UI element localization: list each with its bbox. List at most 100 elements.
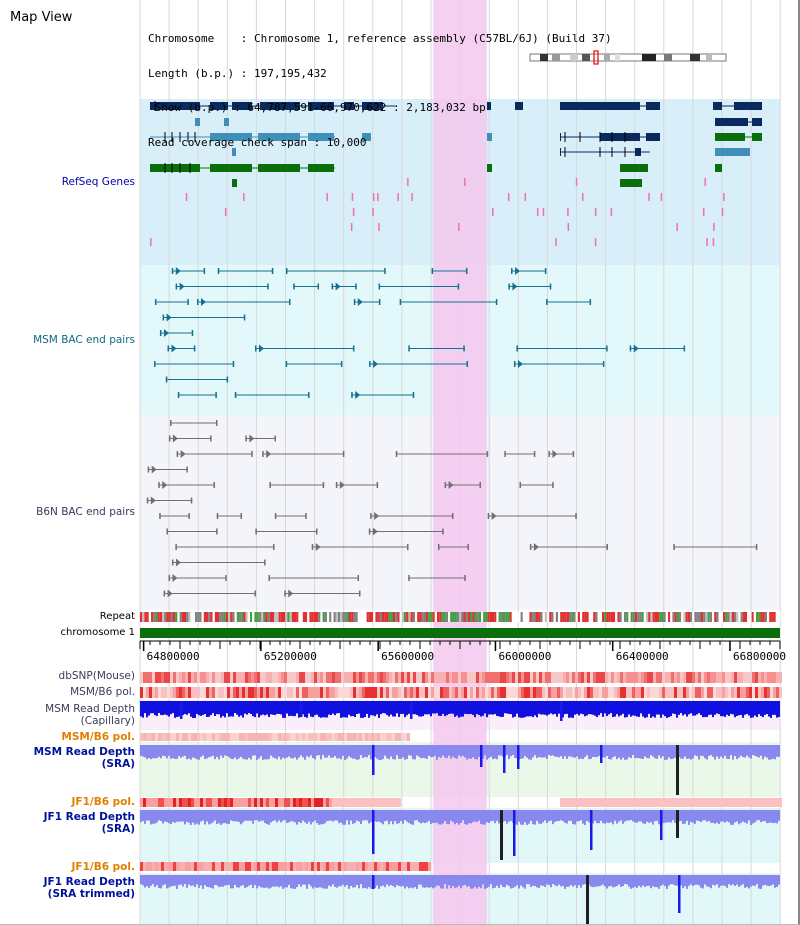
jf1-depth-trim [506, 875, 508, 885]
msm-depth-cap [416, 701, 418, 715]
jf1-depth-trim [344, 875, 346, 887]
jf1-pol-cell [191, 798, 194, 807]
repeat-element [753, 612, 756, 622]
track-label-msm-bac[interactable]: MSM BAC end pairs [33, 334, 135, 346]
jf1-pol-cell [281, 798, 284, 807]
jf1-depth-sra [200, 810, 202, 822]
msm-depth-cap [334, 701, 336, 716]
msm-depth-cap [490, 701, 492, 715]
jf1-depth-trim [606, 875, 608, 889]
jf1-depth-trim [300, 875, 302, 887]
repeat-element [538, 612, 541, 622]
repeat-element [278, 612, 281, 622]
msm-depth-cap [686, 701, 688, 717]
gene-exon [210, 164, 252, 172]
jf1-depth-sra [316, 810, 318, 824]
msm-depth-sra [508, 745, 510, 760]
repeat-element [577, 612, 580, 622]
repeat-element [360, 612, 363, 622]
jf1-depth-trim [662, 875, 664, 885]
dbsnp-cell [419, 672, 422, 683]
msm-depth-sra [304, 745, 306, 760]
jf1-depth-sra [288, 810, 290, 823]
msm-depth-cap [298, 701, 300, 718]
msm-bac-end [187, 299, 189, 305]
jf1-depth-trim [294, 875, 296, 889]
msm-pol-cell [404, 687, 407, 698]
msm-pol2-cell [362, 733, 365, 741]
jf1-depth-trim [302, 875, 304, 885]
jf1-pol-cell [614, 798, 617, 807]
track-label-b6n-bac[interactable]: B6N BAC end pairs [36, 506, 135, 518]
msm-pol2-cell [260, 733, 263, 741]
jf1-pol-cell [665, 798, 668, 807]
repeat-element [536, 612, 539, 622]
msm-depth-sra [398, 745, 400, 759]
jf1-depth-trim [280, 875, 282, 887]
msm-depth-cap [172, 701, 174, 714]
msm-pol-cell [248, 687, 251, 698]
b6n-bac-end [407, 544, 409, 550]
dbsnp-cell [212, 672, 215, 683]
jf1-depth-sra [592, 810, 594, 824]
b6n-bac-arrow [491, 512, 497, 520]
msm-depth-cap [640, 701, 642, 714]
jf1-depth-trim [148, 875, 150, 889]
msm-pol-cell [224, 687, 227, 698]
jf1-depth-sra [164, 810, 166, 822]
jf1-depth-sra [182, 810, 184, 822]
repeat-element [476, 612, 479, 622]
dbsnp-cell [209, 672, 212, 683]
msm-depth-cap [388, 701, 390, 717]
repeat-element [157, 612, 160, 622]
msm-pol-cell [578, 687, 581, 698]
msm-depth-sra [702, 745, 704, 757]
jf1-depth-sra [624, 810, 626, 822]
jf1-pol2-cell [320, 862, 323, 871]
b6n-bac-end [548, 451, 550, 457]
msm-pol-cell [296, 687, 299, 698]
msm-pol-cell [776, 687, 779, 698]
msm-pol-cell [695, 687, 698, 698]
msm-depth-sra-spike [517, 745, 520, 769]
b6n-bac-end [316, 528, 318, 535]
jf1-depth-trim [700, 875, 702, 888]
b6n-bac-end [170, 420, 172, 426]
refseq-minor-feature [648, 193, 650, 201]
repeat-element [665, 612, 668, 622]
msm-depth-cap [166, 701, 168, 716]
jf1-depth-sra [394, 810, 396, 822]
dbsnp-cell [518, 672, 521, 683]
jf1-depth-sra [758, 810, 760, 821]
highlight-region [433, 0, 487, 924]
msm-pol2-cell [326, 733, 329, 741]
jf1-depth-sra-spike [660, 810, 663, 840]
jf1-depth-sra [322, 810, 324, 825]
msm-bac-end [254, 345, 257, 352]
msm-depth-sra [610, 745, 612, 760]
b6n-bac-arrow [151, 465, 157, 474]
gene-exon [362, 102, 383, 110]
jf1-depth-sra [392, 810, 394, 825]
b6n-bac-arrow [339, 481, 345, 489]
repeat-element [617, 612, 620, 622]
repeat-element [663, 612, 666, 622]
track-label-refseq[interactable]: RefSeq Genes [61, 176, 135, 188]
msm-depth-sra [410, 745, 412, 756]
msm-depth-cap [390, 701, 392, 715]
jf1-depth-sra [738, 810, 740, 825]
msm-depth-sra [232, 745, 234, 760]
jf1-depth-trim [262, 875, 264, 888]
msm-depth-sra [332, 745, 334, 758]
msm-depth-sra [778, 745, 780, 757]
msm-depth-cap [776, 701, 778, 718]
repeat-element [375, 612, 378, 622]
msm-pol-cell [365, 687, 368, 698]
jf1-depth-trim [276, 875, 278, 887]
msm-pol-cell [230, 687, 233, 698]
msm-depth-sra [268, 745, 270, 760]
ideogram-position-marker [593, 50, 599, 65]
b6n-bac-end [168, 435, 171, 442]
jf1-pol-cell [701, 798, 704, 807]
